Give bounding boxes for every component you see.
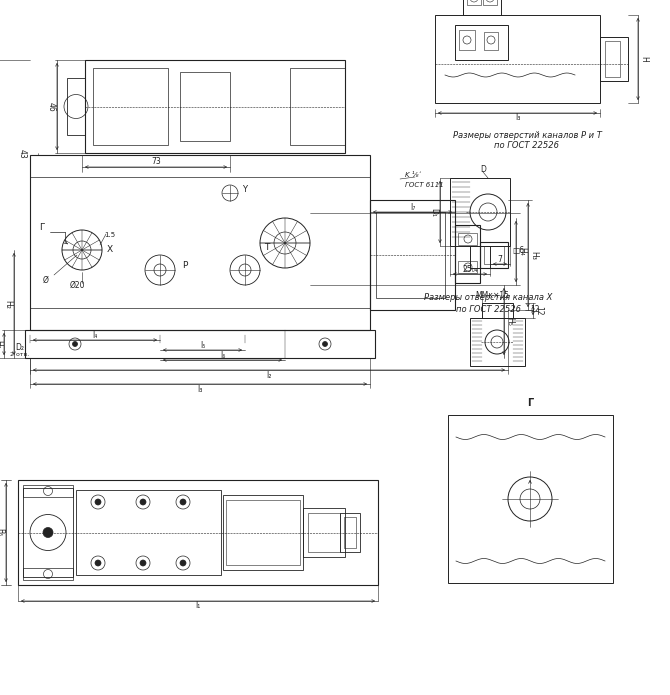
Text: Ø: Ø [43, 275, 49, 284]
Bar [448, 415, 613, 583]
Bar [458, 233, 477, 245]
Text: 25₀₄: 25₀₄ [462, 265, 478, 275]
Text: Г: Г [40, 224, 45, 233]
Text: H: H [639, 56, 649, 62]
Bar [23, 485, 73, 497]
Bar [30, 155, 370, 330]
Circle shape [95, 560, 101, 566]
Text: l₄: l₄ [92, 332, 98, 341]
Bar [458, 261, 477, 273]
Bar [600, 37, 628, 81]
Bar [484, 32, 498, 50]
Text: MМк×15: MМк×15 [475, 291, 509, 300]
Text: H₃: H₃ [529, 251, 539, 259]
Bar [85, 60, 345, 153]
Bar [290, 68, 345, 145]
Text: X: X [107, 245, 113, 254]
Text: D₂: D₂ [15, 343, 25, 352]
Text: l₆: l₆ [220, 352, 225, 361]
Circle shape [72, 341, 78, 347]
Text: H₂: H₂ [3, 300, 13, 309]
Bar [483, 0, 497, 5]
Text: B₅: B₅ [0, 528, 5, 537]
Text: D₁: D₁ [429, 208, 438, 216]
Text: H₄: H₄ [517, 247, 527, 256]
Bar [450, 178, 510, 246]
Bar [340, 513, 360, 552]
Bar [226, 500, 300, 565]
Text: □6: □6 [512, 245, 524, 254]
Bar [455, 225, 480, 283]
Text: Ø20: Ø20 [69, 281, 84, 290]
Text: D: D [480, 165, 486, 174]
Text: T: T [264, 243, 270, 252]
Bar [93, 68, 168, 145]
Bar [223, 495, 303, 570]
Text: по ГОСТ 22526: по ГОСТ 22526 [494, 142, 559, 151]
Bar [25, 330, 375, 358]
Bar [470, 246, 490, 268]
Bar [455, 25, 508, 60]
Bar [376, 212, 445, 298]
Circle shape [43, 528, 53, 537]
Bar [470, 318, 525, 366]
Text: 73: 73 [151, 158, 161, 167]
Bar [67, 78, 85, 135]
Circle shape [180, 560, 186, 566]
Text: 2 отв.: 2 отв. [10, 352, 29, 357]
Bar [480, 242, 508, 268]
Text: l₃: l₃ [515, 113, 520, 122]
Text: l₂: l₂ [266, 370, 272, 379]
Bar [18, 480, 378, 585]
Circle shape [95, 499, 101, 505]
Text: Размеры отверстия канала X: Размеры отверстия канала X [424, 293, 552, 302]
Text: l₇: l₇ [410, 202, 415, 211]
Text: 46: 46 [46, 101, 56, 111]
Text: K ¹⁄₈ʹ: K ¹⁄₈ʹ [405, 172, 421, 178]
Text: Г: Г [527, 398, 533, 408]
Bar [370, 200, 455, 310]
Text: ГОСТ 6111: ГОСТ 6111 [405, 182, 444, 188]
Bar [308, 513, 340, 552]
Text: Размеры отверстий каналов P и T: Размеры отверстий каналов P и T [452, 131, 602, 140]
Bar [344, 517, 356, 548]
Bar [76, 490, 221, 575]
Bar [605, 41, 620, 77]
Bar [484, 246, 504, 264]
Bar [303, 508, 345, 557]
Text: l₁: l₁ [196, 601, 200, 610]
Text: 12: 12 [535, 306, 543, 316]
Text: H₅: H₅ [505, 317, 515, 326]
Bar [23, 488, 73, 577]
Bar [459, 30, 475, 50]
Bar [23, 568, 73, 580]
Bar [467, 0, 481, 5]
Text: Y: Y [243, 186, 247, 195]
Circle shape [140, 560, 146, 566]
Text: 12: 12 [530, 306, 540, 315]
Text: 1.5: 1.5 [105, 232, 115, 238]
Text: 7: 7 [498, 256, 502, 265]
Bar [482, 303, 513, 318]
Text: 43: 43 [17, 149, 27, 159]
Bar [435, 15, 600, 103]
Text: l₅: l₅ [200, 341, 205, 350]
Text: по ГОСТ 22526: по ГОСТ 22526 [456, 304, 521, 313]
Text: P: P [182, 261, 188, 270]
Circle shape [322, 341, 328, 347]
Bar [463, 0, 501, 15]
Text: H₁: H₁ [0, 340, 3, 348]
Text: l₃: l₃ [197, 384, 203, 393]
Bar [180, 72, 230, 141]
Circle shape [140, 499, 146, 505]
Circle shape [180, 499, 186, 505]
